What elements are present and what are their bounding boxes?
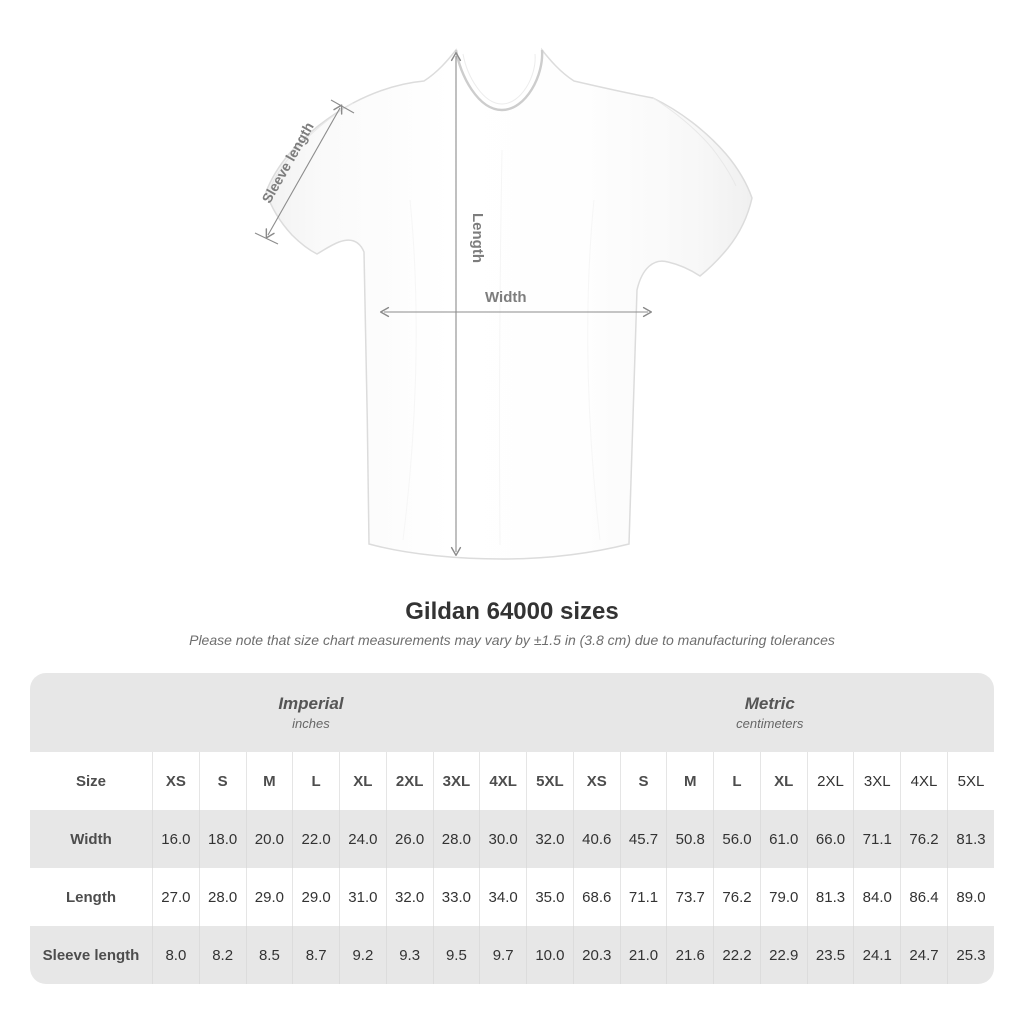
svg-text:Width: Width: [485, 289, 527, 306]
svg-text:Length: Length: [469, 213, 486, 263]
